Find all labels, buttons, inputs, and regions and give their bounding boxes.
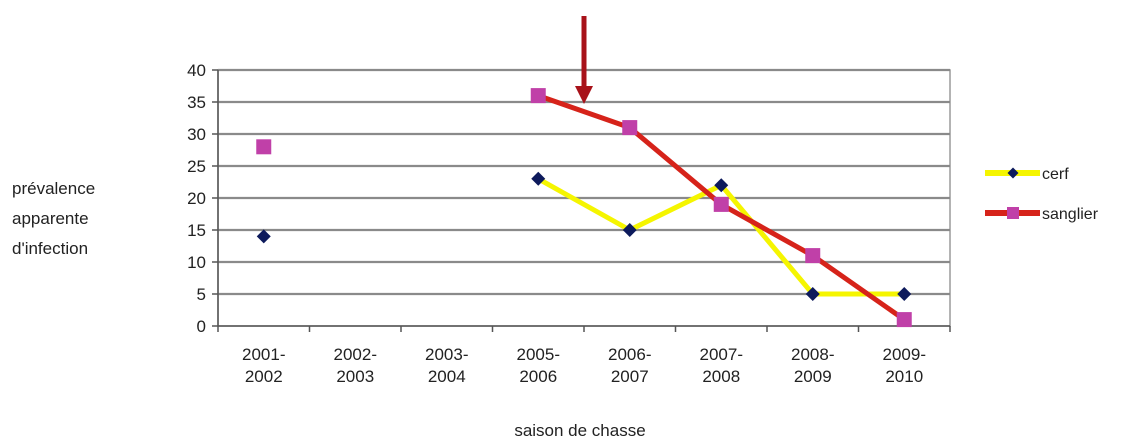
legend-label-sanglier: sanglier <box>1042 206 1099 223</box>
x-tick-label: 2009-2010 <box>883 345 926 386</box>
y-axis-label: prévalence apparente d'infection <box>12 179 95 258</box>
x-tick-label: 2007-2008 <box>700 345 743 386</box>
y-tick-label: 40 <box>187 61 206 80</box>
marker-sanglier <box>256 139 272 155</box>
arrow-head <box>575 86 593 104</box>
series-line-cerf <box>718 182 816 297</box>
series-markers <box>256 88 912 328</box>
x-tick-label: 2005-2006 <box>517 345 560 386</box>
legend-marker-cerf <box>1007 167 1019 179</box>
x-tick-label: 2002-2003 <box>334 345 377 386</box>
y-tick-label: 10 <box>187 253 206 272</box>
y-axis-label-text: prévalence apparente d'infection <box>12 179 95 258</box>
y-tick-label: 35 <box>187 93 206 112</box>
marker-sanglier <box>713 196 729 212</box>
marker-sanglier <box>896 312 912 328</box>
y-tick-label: 0 <box>197 317 206 336</box>
x-axis-label: saison de chasse <box>514 421 645 440</box>
series-line-cerf <box>535 176 633 233</box>
series-line-sanglier <box>627 125 724 207</box>
y-tick-labels: 0 5 10 15 20 25 30 35 40 <box>187 61 206 336</box>
marker-sanglier <box>622 120 638 136</box>
series-line-sanglier <box>718 201 816 259</box>
legend-label-cerf: cerf <box>1042 166 1069 183</box>
marker-cerf <box>714 178 729 193</box>
series-line-sanglier <box>810 253 907 323</box>
series-line-sanglier <box>535 93 633 131</box>
y-tick-label: 20 <box>187 189 206 208</box>
marker-cerf <box>805 287 820 301</box>
y-tick-label: 25 <box>187 157 206 176</box>
gridlines <box>217 68 951 327</box>
x-tick-label: 2003-2004 <box>425 345 468 386</box>
series-lines <box>535 93 907 323</box>
x-tick-labels: 2001-2002 2002-2003 2003-2004 2005-2006 2006… <box>242 345 926 386</box>
legend: cerf sanglier <box>985 166 1099 223</box>
marker-sanglier <box>530 88 546 104</box>
y-tick-label: 15 <box>187 221 206 240</box>
marker-cerf <box>897 287 912 301</box>
marker-cerf <box>622 223 637 237</box>
annotation-arrow <box>575 16 593 104</box>
marker-sanglier <box>805 248 821 264</box>
marker-cerf <box>531 171 546 186</box>
y-tick-label: 30 <box>187 125 206 144</box>
marker-cerf <box>256 229 271 244</box>
legend-marker-sanglier <box>1007 207 1019 219</box>
x-tick-label: 2001-2002 <box>242 345 285 386</box>
x-tick-label: 2008-2009 <box>791 345 834 386</box>
axes <box>212 69 951 332</box>
y-tick-label: 5 <box>197 285 206 304</box>
x-tick-label: 2006-2007 <box>608 345 651 386</box>
